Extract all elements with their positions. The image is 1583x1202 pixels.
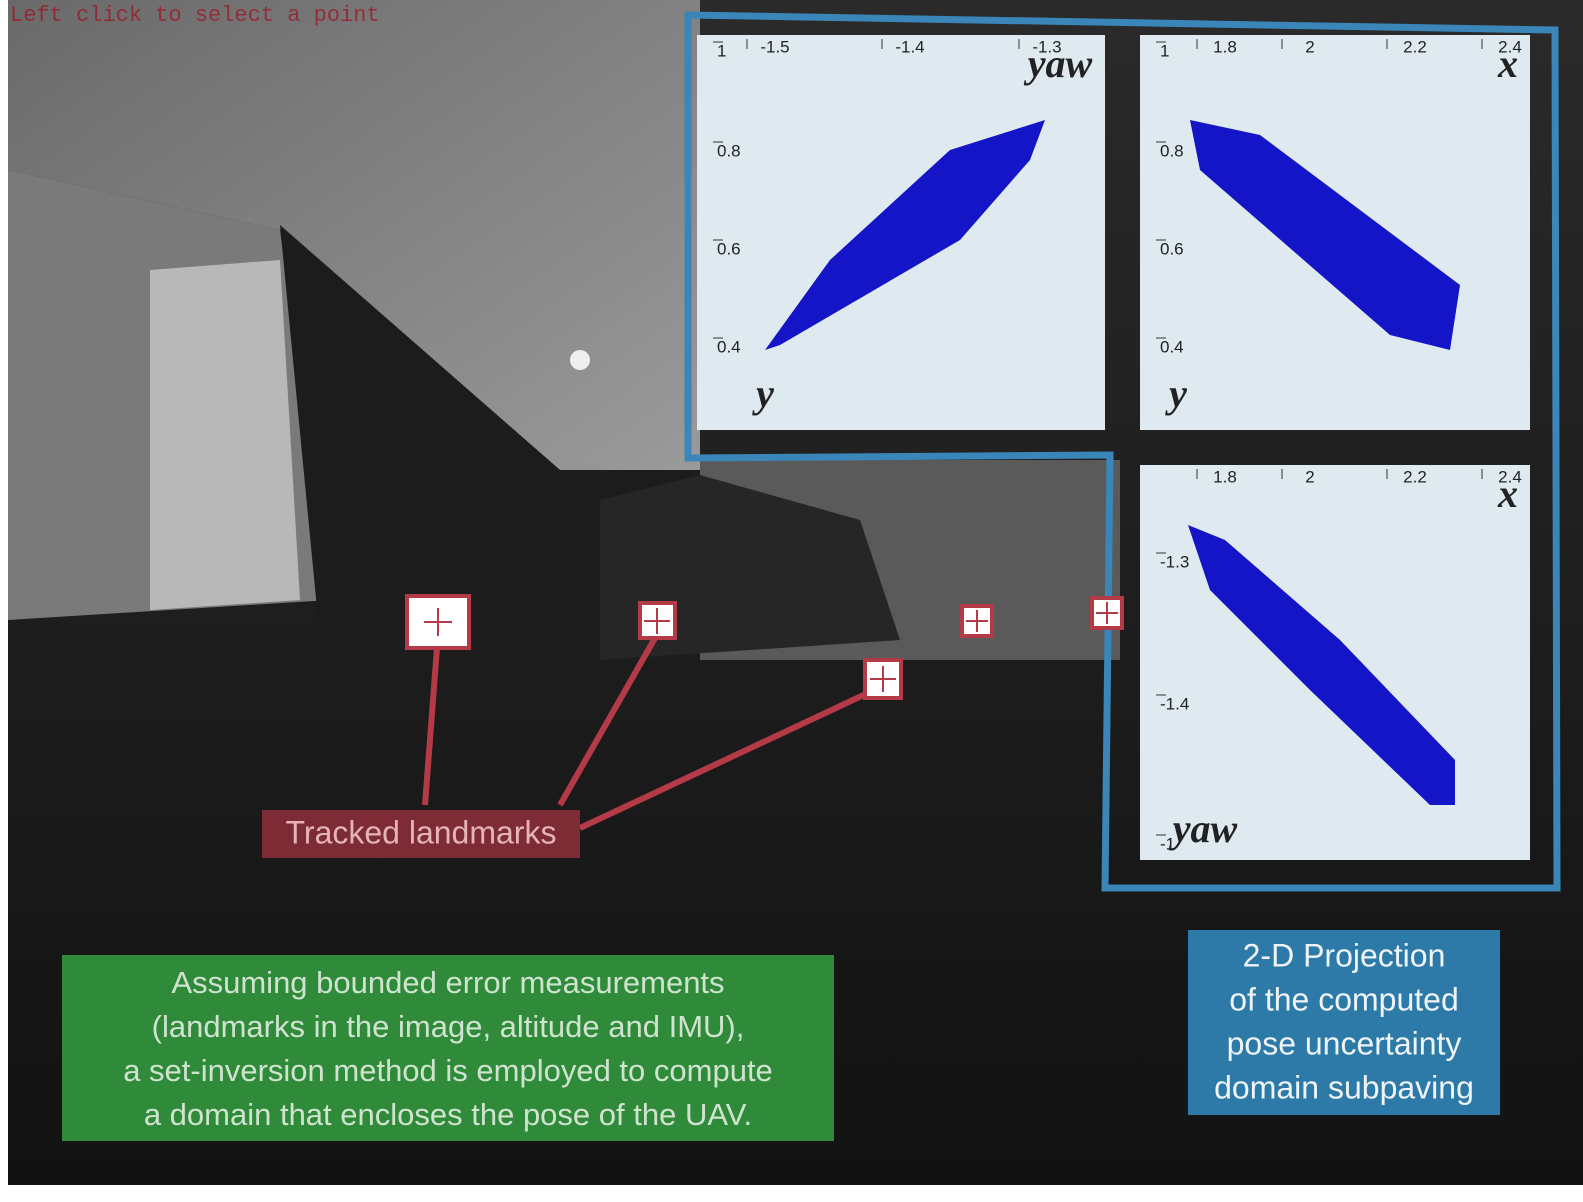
method-line: (landmarks in the image, altitude and IM… <box>152 1009 745 1044</box>
y-tick-label: 0.8 <box>1160 141 1184 160</box>
y-axis-label: y <box>1165 371 1187 416</box>
y-tick-label: 1 <box>1160 41 1169 60</box>
x-axis-label: x <box>1497 41 1518 86</box>
y-axis-label: y <box>752 371 774 416</box>
x-tick-label: -1.5 <box>760 37 789 56</box>
x-tick-label: -1.4 <box>895 37 924 56</box>
projection-line: 2-D Projection <box>1243 937 1446 973</box>
y-tick-label: 0.6 <box>717 239 741 258</box>
video-frame: Left click to select a point -1.5 -1.4 -1.… <box>0 0 1583 1197</box>
method-line: a set-inversion method is employed to co… <box>123 1053 773 1088</box>
projection-line: domain subpaving <box>1214 1069 1474 1105</box>
x-tick-label: 2 <box>1305 467 1314 486</box>
y-tick-label: 0.4 <box>1160 337 1184 356</box>
x-tick-label: 1.8 <box>1213 37 1237 56</box>
x-axis-label: yaw <box>1024 41 1093 86</box>
x-axis-label: x <box>1497 471 1518 516</box>
y-tick-label: 0.4 <box>717 337 741 356</box>
landmarks-label: Tracked landmarks <box>286 814 557 850</box>
pillar <box>150 260 300 610</box>
lamp <box>570 350 590 370</box>
projection-line: pose uncertainty <box>1227 1025 1462 1061</box>
y-tick-label: 0.6 <box>1160 239 1184 258</box>
y-axis-label: yaw <box>1169 806 1238 851</box>
y-tick-label: -1.3 <box>1160 552 1189 571</box>
x-tick-label: 2 <box>1305 37 1314 56</box>
y-tick-label: -1.4 <box>1160 694 1189 713</box>
method-line: Assuming bounded error measurements <box>171 965 724 1000</box>
method-line: a domain that encloses the pose of the U… <box>144 1097 752 1132</box>
x-tick-label: 2.2 <box>1403 37 1427 56</box>
y-tick-label: 0.8 <box>717 141 741 160</box>
x-tick-label: 1.8 <box>1213 467 1237 486</box>
x-tick-label: 2.2 <box>1403 467 1427 486</box>
y-tick-label: 1 <box>717 41 726 60</box>
hint-text: Left click to select a point <box>10 3 380 28</box>
projection-line: of the computed <box>1229 981 1458 1017</box>
